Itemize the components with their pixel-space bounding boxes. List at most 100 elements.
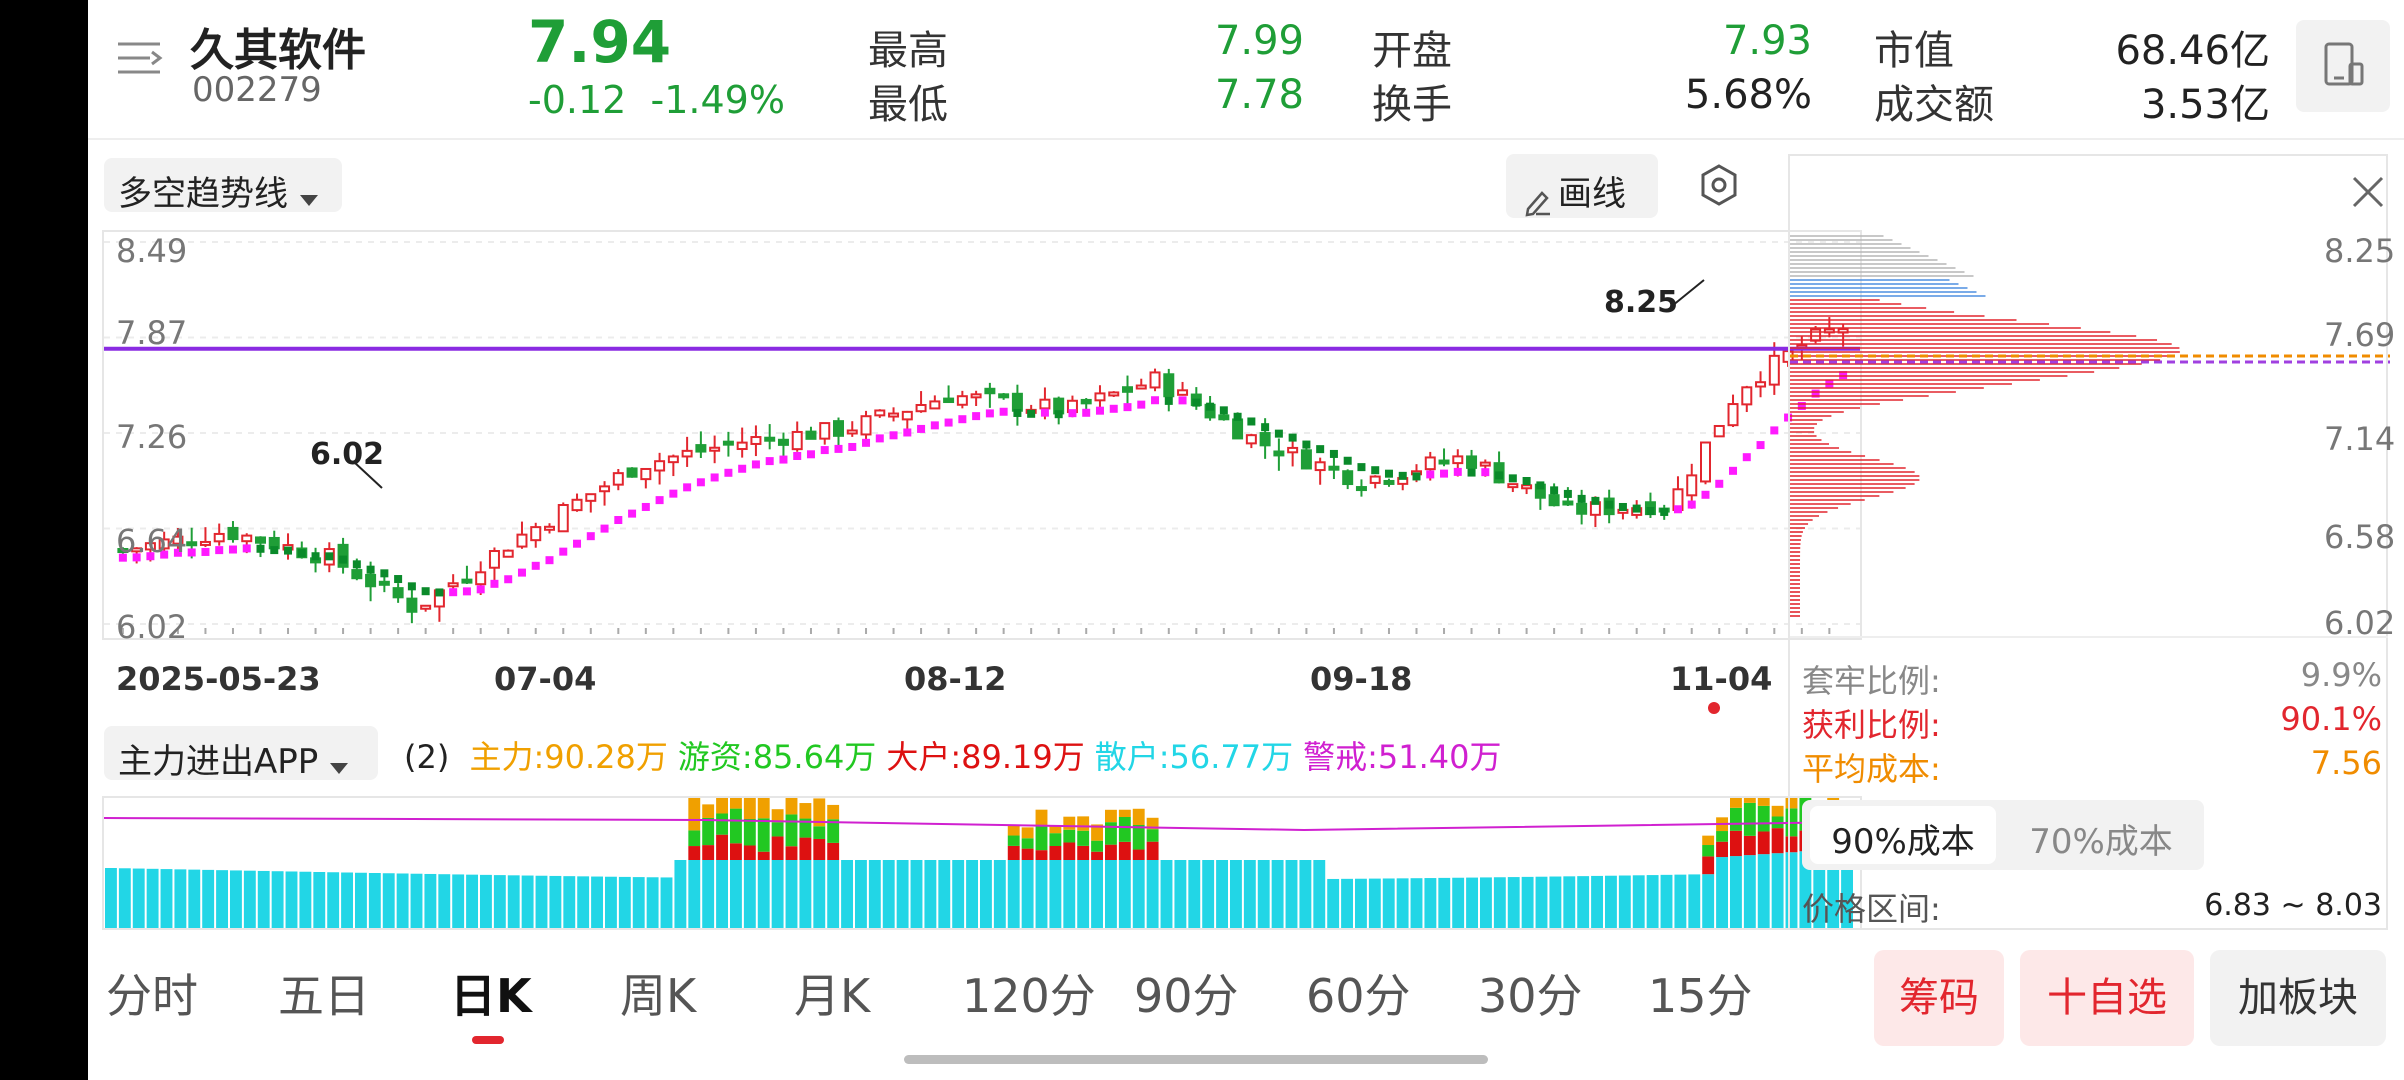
sub-bar-segment <box>1771 828 1784 854</box>
sub-bar-segment <box>813 838 826 860</box>
stat-value: 7.93 <box>1722 18 1812 64</box>
period-tab[interactable]: 五日 <box>278 969 370 1023</box>
avg-cost-value: 7.56 <box>2310 744 2382 782</box>
sub-bar-segment <box>1702 845 1715 857</box>
sub-indicator-selector[interactable]: 主力进出APP <box>104 726 378 782</box>
annotation-high: 8.25 <box>1604 285 1678 320</box>
candle-body <box>1177 389 1189 396</box>
phone-layout-button[interactable] <box>2296 20 2390 112</box>
period-tab[interactable]: 30分 <box>1478 969 1583 1023</box>
sub-bar-segment <box>1785 798 1798 809</box>
y-tick: 7.26 <box>116 418 188 456</box>
sub-bar-segment <box>785 814 798 847</box>
sub-legend-item: 主力:90.28万 <box>469 738 668 776</box>
home-indicator[interactable] <box>904 1055 1488 1064</box>
candle-body <box>1548 494 1560 507</box>
trend-dot <box>435 588 444 597</box>
sub-bar-segment <box>1063 842 1076 860</box>
sub-bar-segment <box>924 860 937 928</box>
candle-body <box>777 438 789 446</box>
sub-bar-segment <box>1105 822 1117 845</box>
sub-bar-segment <box>1021 848 1034 860</box>
candle-body <box>557 504 569 533</box>
close-icon[interactable] <box>2348 172 2388 212</box>
chip-y-tick: 7.69 <box>2324 316 2396 354</box>
add-watchlist-button[interactable]: 十自选 <box>2020 950 2194 1046</box>
trend-dot <box>1673 505 1682 514</box>
candle-body <box>1713 424 1725 438</box>
sub-bar-segment <box>910 860 923 928</box>
sub-bar-segment <box>1077 830 1090 846</box>
chips-button[interactable]: 筹码 <box>1874 950 2004 1046</box>
trend-dot <box>765 457 774 466</box>
candle-body <box>1438 459 1450 465</box>
sub-chart[interactable] <box>102 796 1862 930</box>
candle-body <box>750 436 762 445</box>
trend-dot <box>779 455 788 464</box>
candle-body <box>241 534 253 543</box>
trend-dot <box>889 431 898 440</box>
sub-bar-segment <box>1827 849 1840 928</box>
chip-y-tick: 7.14 <box>2324 420 2396 458</box>
sub-bar-segment <box>1577 876 1590 928</box>
candle-body <box>736 441 748 451</box>
settings-icon[interactable] <box>1694 160 1744 210</box>
sub-bar-segment <box>757 818 770 852</box>
period-tab[interactable]: 周K <box>620 969 697 1023</box>
sub-bar-segment <box>368 872 381 928</box>
candle-body <box>1094 392 1106 402</box>
sub-bar-segment <box>813 798 826 827</box>
stat-value: 3.53亿 <box>2140 82 2270 128</box>
indicator-selector[interactable]: 多空趋势线 <box>104 158 342 214</box>
trend-dot <box>1522 476 1531 485</box>
trend-dot <box>118 553 127 562</box>
trend-dot <box>573 539 582 548</box>
period-tab[interactable]: 90分 <box>1134 969 1239 1023</box>
sub-bar-segment <box>1049 845 1062 860</box>
period-tab[interactable]: 分时 <box>106 969 198 1023</box>
trend-dot <box>173 548 182 557</box>
candle-body <box>1259 432 1271 447</box>
trend-dot <box>793 451 802 460</box>
sub-bar-segment <box>827 860 840 928</box>
sub-bar-segment <box>716 860 728 928</box>
trend-dot <box>559 547 568 556</box>
cost-tab-70[interactable]: 70%成本 <box>2008 806 2194 864</box>
candle-body <box>764 436 776 442</box>
trend-dot <box>462 587 471 596</box>
period-tab[interactable]: 月K <box>794 969 871 1023</box>
candle-body <box>984 387 996 395</box>
period-tab[interactable]: 120分 <box>962 969 1096 1023</box>
trend-dot <box>366 565 375 574</box>
candle-body <box>1135 384 1147 390</box>
candle-body <box>530 526 542 542</box>
trend-dot <box>132 553 141 562</box>
sub-bar-segment <box>1702 856 1715 875</box>
y-tick: 6.02 <box>116 608 188 646</box>
sub-bar-segment <box>674 860 687 928</box>
trend-dot <box>407 582 416 591</box>
candle-body <box>117 548 129 554</box>
sub-bar-segment <box>785 846 798 860</box>
sub-bar-segment <box>757 860 770 928</box>
sub-bar-segment <box>591 876 603 928</box>
sub-bar-segment <box>1757 805 1770 832</box>
draw-line-button[interactable]: 画线 <box>1506 154 1658 218</box>
menu-icon[interactable] <box>116 40 166 80</box>
kline-chart[interactable]: 8.25 6.02 <box>102 230 1862 640</box>
candle-body <box>1452 455 1464 465</box>
trapped-ratio-value: 9.9% <box>2300 656 2382 694</box>
sub-bar-segment <box>118 868 131 928</box>
period-tab[interactable]: 60分 <box>1306 969 1411 1023</box>
candle-body <box>929 400 941 410</box>
candle-body <box>1576 502 1588 515</box>
add-sector-button[interactable]: 加板块 <box>2210 950 2386 1046</box>
trend-dot <box>1206 402 1215 411</box>
trend-dot <box>820 446 829 455</box>
period-tab[interactable]: 日K <box>450 969 532 1023</box>
sub-bar-segment <box>1132 825 1145 850</box>
trend-dot <box>875 434 884 443</box>
period-tab[interactable]: 15分 <box>1648 969 1753 1023</box>
cost-tab-90[interactable]: 90%成本 <box>1810 806 1996 864</box>
sub-bar-segment <box>216 870 228 928</box>
